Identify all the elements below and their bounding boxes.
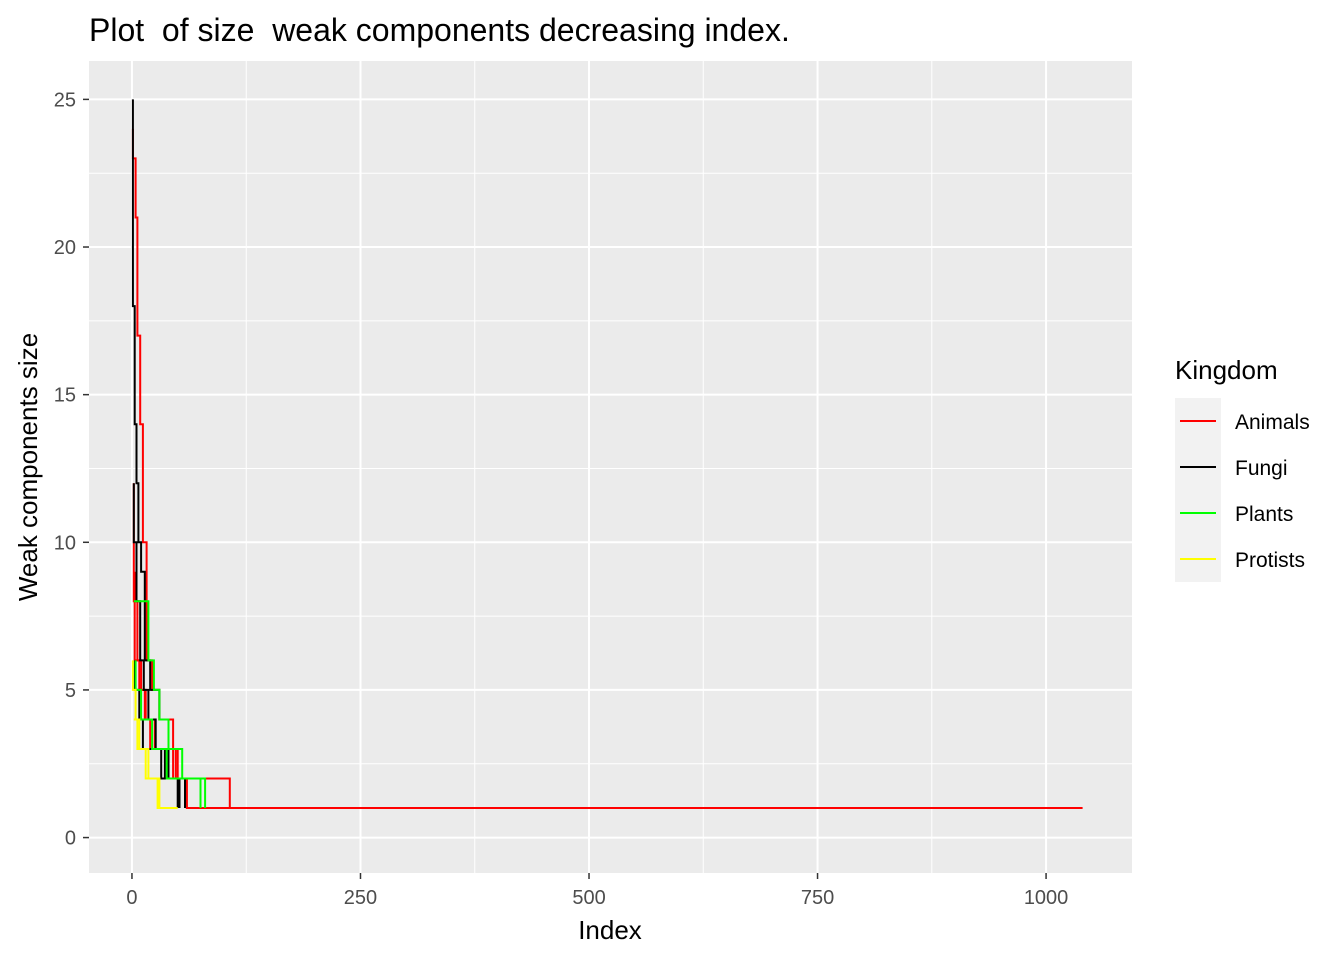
x-tick-label: 750 — [801, 887, 834, 909]
grid-major — [89, 61, 1132, 873]
plot-panel — [89, 61, 1132, 873]
x-tick-label: 0 — [126, 887, 137, 909]
legend-title: Kingdom — [1175, 355, 1278, 385]
y-tick-label: 25 — [54, 89, 76, 111]
series-line-animals — [131, 128, 1083, 809]
series-line-plants — [134, 660, 202, 808]
y-axis-title: Weak components size — [13, 333, 43, 601]
y-axis: 0 5 10 15 20 25 — [54, 89, 89, 850]
legend-label-protists: Protists — [1235, 549, 1305, 572]
x-tick-label: 250 — [344, 887, 377, 909]
y-tick-label: 5 — [65, 680, 76, 702]
legend-key-background — [1175, 398, 1221, 582]
grid-minor — [89, 61, 1132, 873]
chart-title: Plot of size weak components decreasing … — [89, 12, 790, 48]
y-tick-label: 10 — [54, 532, 76, 554]
y-tick-label: 0 — [65, 828, 76, 850]
x-tick-label: 500 — [572, 887, 605, 909]
x-tick-label: 1000 — [1024, 887, 1069, 909]
data-lines — [131, 99, 1083, 809]
legend-label-fungi: Fungi — [1235, 457, 1288, 480]
x-axis-title: Index — [578, 915, 642, 945]
series-line-protists — [133, 718, 164, 809]
legend: Kingdom Animals Fungi Plants Protists — [1175, 355, 1310, 582]
legend-label-animals: Animals — [1235, 411, 1310, 434]
y-tick-label: 20 — [54, 237, 76, 259]
x-axis: 0 250 500 750 1000 — [126, 873, 1068, 909]
y-tick-label: 15 — [54, 385, 76, 407]
legend-label-plants: Plants — [1235, 503, 1293, 526]
